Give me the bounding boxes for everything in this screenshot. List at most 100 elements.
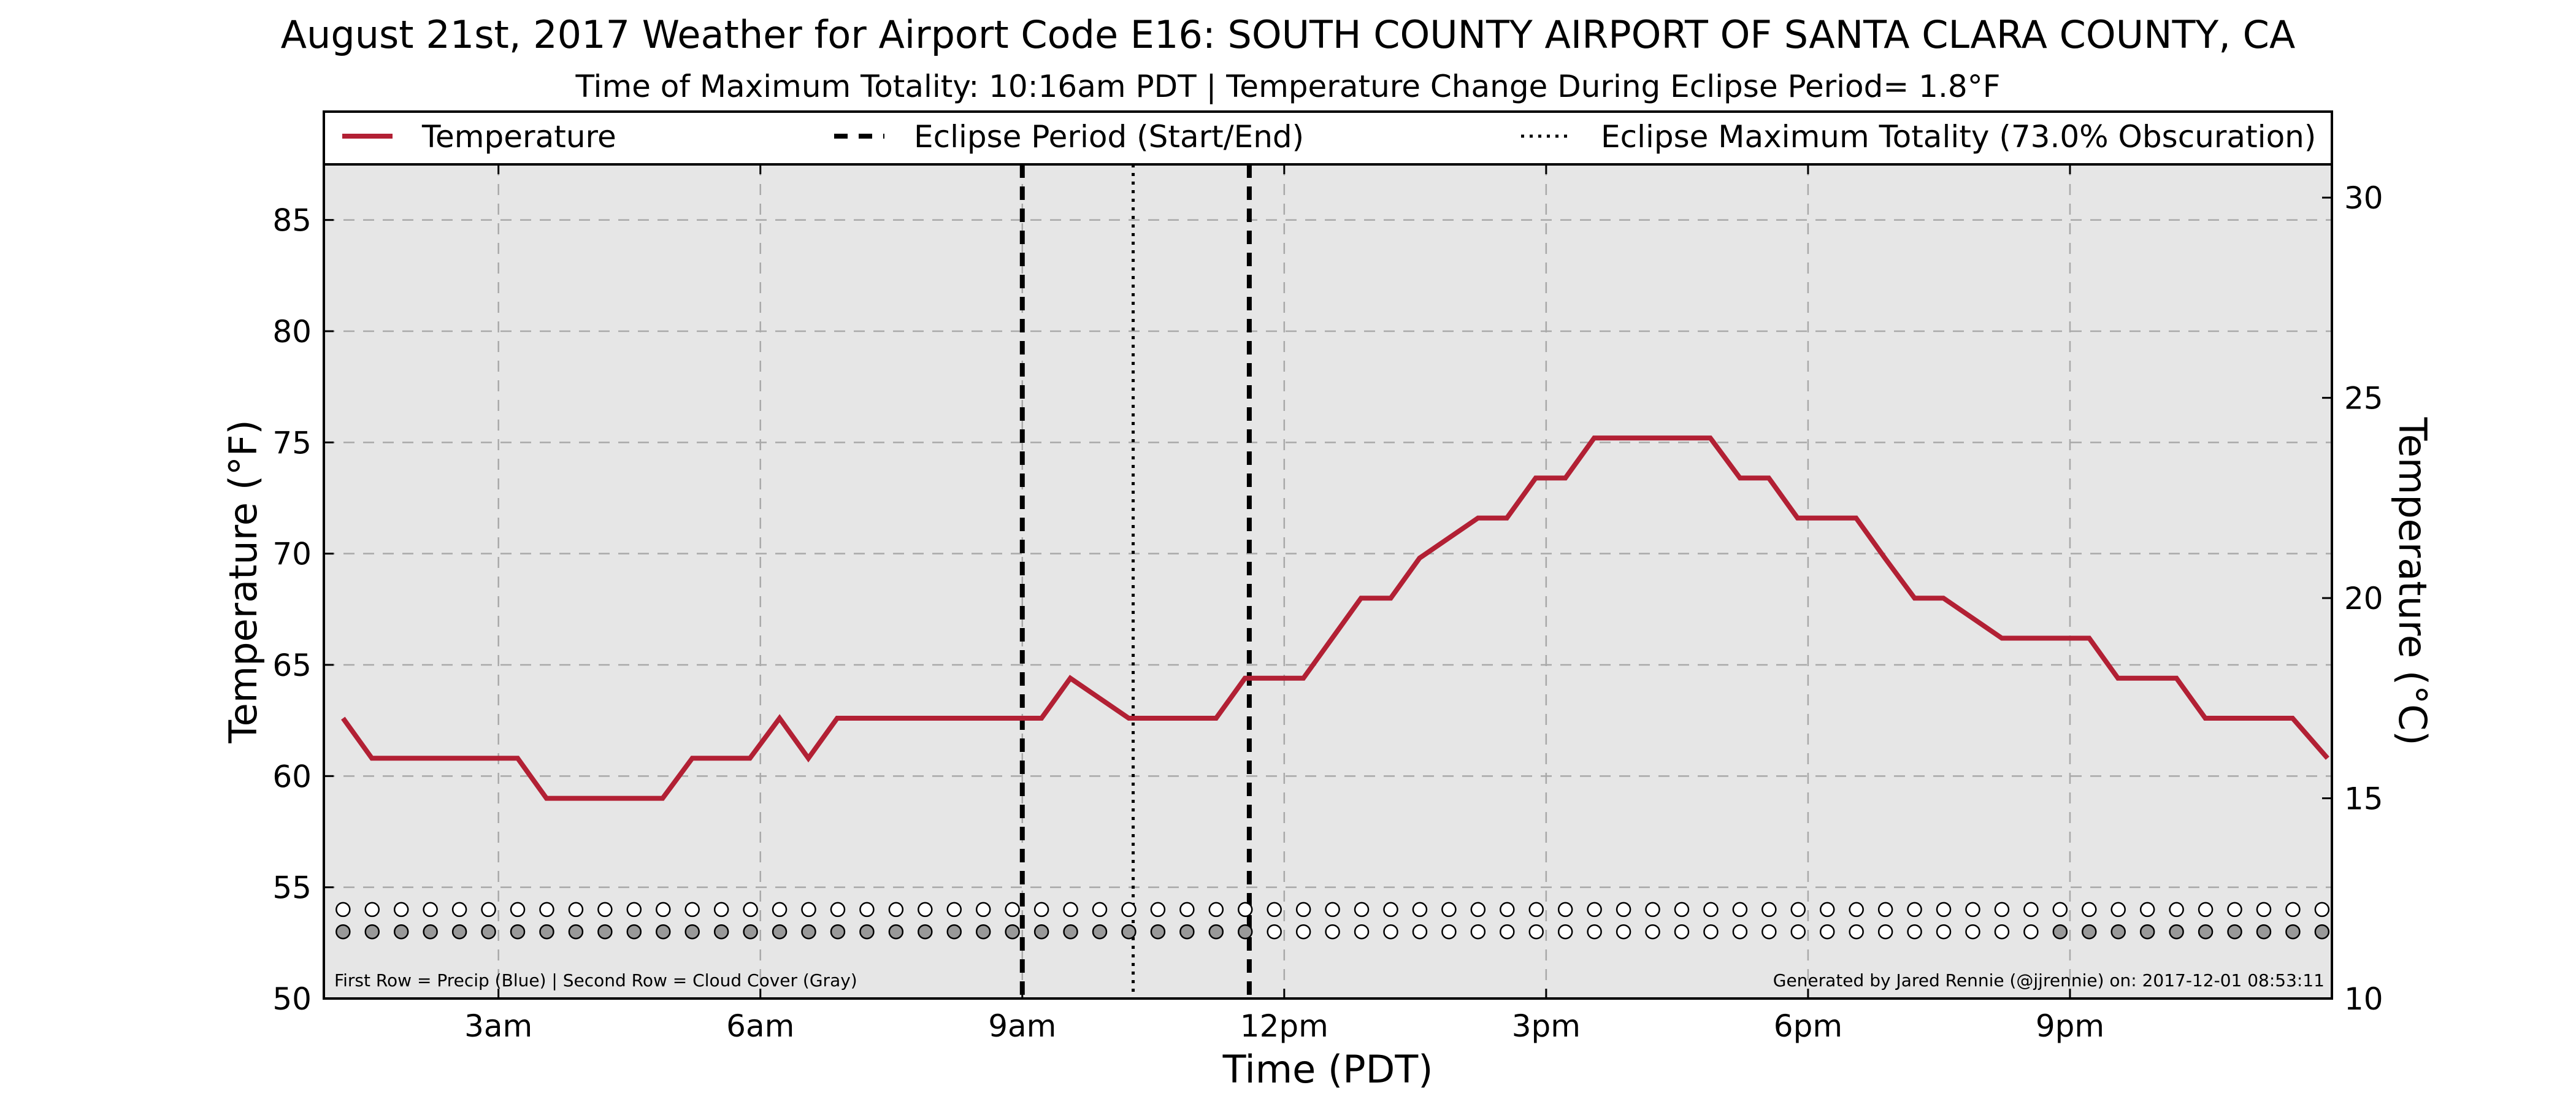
precip-dot <box>2285 902 2301 918</box>
legend-eclipse-max-label: Eclipse Maximum Totality (73.0% Obscurat… <box>1601 119 2316 155</box>
y-tick-label: 65 <box>272 648 312 683</box>
precip-dot <box>1994 902 2010 918</box>
cloud-dot <box>772 924 788 940</box>
cloud-dot <box>1587 924 1602 940</box>
precip-dot <box>975 902 991 918</box>
plot-frame <box>323 163 2333 1000</box>
plot-area <box>324 164 2332 999</box>
cloud-dot <box>1674 924 1690 940</box>
cloud-dot <box>1033 924 1049 940</box>
precip-dot <box>1150 902 1166 918</box>
precip-dot <box>1179 902 1195 918</box>
precip-dot <box>539 902 554 918</box>
x-axis-ticks: 3am 6am 9am 12pm 3pm 6pm 9pm <box>464 164 2104 1044</box>
precip-dot <box>1761 902 1777 918</box>
cloud-dot <box>918 924 933 940</box>
x-tick-label: 6am <box>726 1008 794 1044</box>
cloud-dot <box>1121 924 1137 940</box>
y-right-axis-label: Temperature (°C) <box>2390 416 2435 745</box>
cloud-dot <box>1557 924 1573 940</box>
x-axis-label: Time (PDT) <box>1222 1047 1433 1092</box>
cloud-dot <box>1732 924 1748 940</box>
precip-dot <box>2139 902 2155 918</box>
y-tick-label: 50 <box>272 981 312 1017</box>
cloud-dot <box>975 924 991 940</box>
cloud-dot <box>830 924 846 940</box>
temperature-line <box>341 435 2329 801</box>
cloud-dot <box>2082 924 2097 940</box>
precip-dot <box>684 902 700 918</box>
cloud-dot <box>597 924 613 940</box>
cloud-dot <box>1092 924 1108 940</box>
y-tick-label: 60 <box>272 759 312 794</box>
cloud-dot <box>1819 924 1835 940</box>
cloud-dot <box>626 924 642 940</box>
cloud-dot <box>393 924 409 940</box>
precip-dot <box>510 902 526 918</box>
precip-dot <box>1819 902 1835 918</box>
cloud-dot <box>2023 924 2039 940</box>
precip-dot <box>656 902 671 918</box>
precip-dot <box>1965 902 1980 918</box>
precip-dot <box>1092 902 1108 918</box>
precip-dot <box>393 902 409 918</box>
cloud-dot <box>539 924 554 940</box>
cloud-dot <box>2198 924 2214 940</box>
precip-dot <box>1500 902 1515 918</box>
cloud-dot <box>2314 924 2330 940</box>
y-tick-label: 70 <box>272 537 312 572</box>
footnote-right: Generated by Jared Rennie (@jjrennie) on… <box>1773 970 2325 991</box>
precip-dot <box>2198 902 2214 918</box>
y-right-tick-label: 10 <box>2344 981 2383 1017</box>
precip-dot <box>2082 902 2097 918</box>
precip-dot <box>626 902 642 918</box>
precip-dot <box>2052 902 2068 918</box>
cloud-dot <box>1208 924 1224 940</box>
precip-dot <box>1295 902 1311 918</box>
cloud-dot <box>801 924 816 940</box>
cloud-dot <box>1528 924 1544 940</box>
precip-dot <box>1267 902 1282 918</box>
precip-dot <box>1849 902 1864 918</box>
cloud-dot <box>888 924 904 940</box>
cloud-dot <box>1761 924 1777 940</box>
precip-dot <box>1674 902 1690 918</box>
chart-title: August 21st, 2017 Weather for Airport Co… <box>281 12 2296 57</box>
cloud-dot <box>1005 924 1020 940</box>
y-right-tick-label: 25 <box>2344 381 2383 416</box>
precip-dot <box>1907 902 1922 918</box>
cloud-dot <box>1849 924 1864 940</box>
cloud-dot <box>1616 924 1631 940</box>
y-right-tick-label: 30 <box>2344 180 2383 216</box>
precip-dot <box>1790 902 1806 918</box>
cloud-dot <box>1237 924 1253 940</box>
precip-dot <box>1208 902 1224 918</box>
cloud-dot <box>1063 924 1078 940</box>
precip-dot <box>859 902 875 918</box>
precip-dot <box>1703 902 1719 918</box>
precip-dot <box>1325 902 1340 918</box>
cloud-dot <box>684 924 700 940</box>
y-tick-label: 55 <box>272 870 312 906</box>
x-tick-label: 3pm <box>1512 1008 1581 1044</box>
cloud-dot <box>713 924 729 940</box>
precip-dot <box>1383 902 1398 918</box>
precip-dot <box>364 902 380 918</box>
precip-dot <box>2110 902 2126 918</box>
cloud-dot <box>510 924 526 940</box>
cloud-dot <box>2052 924 2068 940</box>
y-tick-label: 75 <box>272 425 312 461</box>
y-axis-label: Temperature (°F) <box>221 420 266 743</box>
cloud-dot <box>1877 924 1893 940</box>
precip-dot <box>1237 902 1253 918</box>
cloud-dot <box>1295 924 1311 940</box>
cloud-dot <box>1150 924 1166 940</box>
precip-dot <box>1732 902 1748 918</box>
precip-dot <box>1470 902 1486 918</box>
cloud-dot <box>2139 924 2155 940</box>
cloud-dot <box>1267 924 1282 940</box>
footnote-left: First Row = Precip (Blue) | Second Row =… <box>334 970 857 991</box>
precip-dot <box>1033 902 1049 918</box>
cloud-dot <box>1907 924 1922 940</box>
